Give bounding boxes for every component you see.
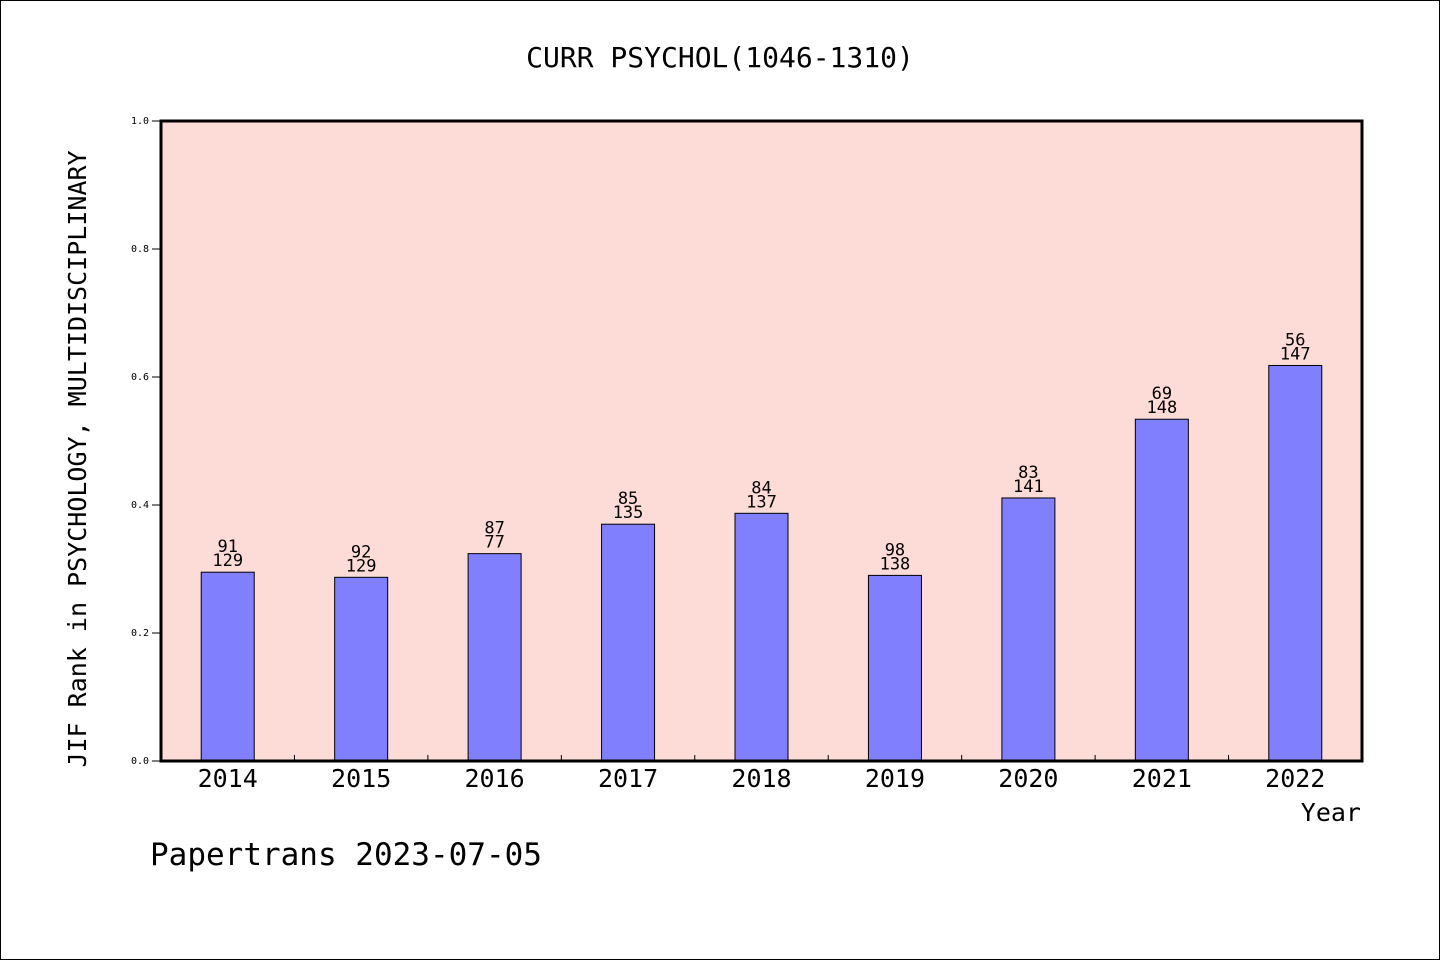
x-tick-label: 2017	[598, 764, 658, 793]
x-tick-label: 2020	[998, 764, 1058, 793]
bar-label-top-2014: 91	[217, 537, 237, 557]
x-tick-label: 2018	[731, 764, 791, 793]
bar-2020	[1001, 497, 1056, 762]
x-tick-label: 2019	[865, 764, 925, 793]
bar-label-top-2016: 87	[484, 519, 504, 539]
bar-label-bottom-2019: 138	[880, 554, 911, 574]
bar-label-bottom-2022: 147	[1280, 344, 1311, 364]
y-tick-label: 0.0	[131, 756, 149, 767]
bar-label-bottom-2015: 129	[346, 556, 377, 576]
watermark-text: Papertrans 2023-07-05	[150, 837, 542, 873]
bar-label-bottom-2021: 148	[1146, 398, 1177, 418]
bar-label-bottom-2014: 129	[212, 551, 243, 571]
bar-2019	[867, 574, 922, 762]
bar-label-top-2020: 83	[1018, 463, 1038, 483]
y-tick-label: 0.4	[131, 500, 149, 511]
bar-2014	[200, 571, 255, 762]
bar-label-bottom-2017: 135	[613, 503, 644, 523]
x-axis: 2014 2015 2016 2017 2018 2019 2020 2021 2022	[198, 755, 1325, 793]
y-tick-label: 0.2	[131, 628, 149, 639]
bar-label-top-2021: 69	[1152, 384, 1172, 404]
chart-title: CURR PSYCHOL(1046-1310)	[526, 41, 914, 74]
bar-2022	[1268, 364, 1323, 762]
x-tick-label: 2014	[198, 764, 258, 793]
bar-label-top-2022: 56	[1285, 330, 1305, 350]
x-tick-label: 2022	[1265, 764, 1325, 793]
bar-label-top-2018: 84	[751, 478, 771, 498]
x-tick-label: 2016	[465, 764, 525, 793]
x-tick-label: 2021	[1132, 764, 1192, 793]
x-tick-label: 2015	[331, 764, 391, 793]
bar-2021	[1134, 418, 1189, 762]
plot-border	[159, 119, 1364, 763]
bar-label-bottom-2016: 77	[484, 533, 504, 553]
bar-label-bottom-2020: 141	[1013, 477, 1044, 497]
y-tick-label: 0.6	[131, 372, 149, 383]
bar-label-bottom-2018: 137	[746, 492, 777, 512]
bar-label-top-2017: 85	[618, 489, 638, 509]
y-axis-label: JIF Rank in PSYCHOLOGY, MULTIDISCIPLINAR…	[63, 150, 92, 767]
bar-2017	[601, 523, 656, 762]
y-tick-label: 1.0	[131, 116, 149, 127]
bar-label-top-2019: 98	[885, 540, 905, 560]
bar-2015	[334, 576, 389, 762]
y-tick-label: 0.8	[131, 244, 149, 255]
y-axis: 0.0 0.2 0.4 0.6 0.8 1.0	[131, 116, 161, 767]
bar-label-top-2015: 92	[351, 542, 371, 562]
x-axis-label: Year	[1301, 798, 1361, 827]
bar-2016	[467, 553, 522, 762]
bar-2018	[734, 512, 789, 762]
